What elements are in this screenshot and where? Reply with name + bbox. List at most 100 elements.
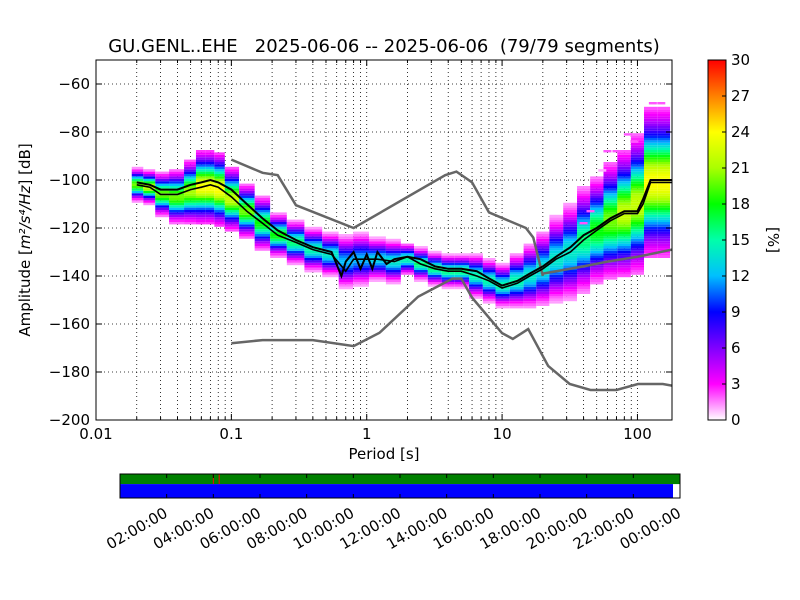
density-cell <box>338 236 354 239</box>
density-cell <box>155 190 170 194</box>
density-cell <box>441 272 455 275</box>
density-cell <box>657 195 671 198</box>
density-cell <box>169 174 185 177</box>
density-cell <box>630 164 645 167</box>
density-cell <box>603 248 618 251</box>
density-cell <box>657 140 671 143</box>
density-cell <box>536 260 550 263</box>
density-cell <box>239 205 255 208</box>
density-cell <box>549 222 564 225</box>
density-cell <box>441 284 455 287</box>
density-cell <box>195 178 206 182</box>
density-cell <box>657 229 671 232</box>
density-cell <box>143 190 156 194</box>
density-cell <box>617 229 631 232</box>
density-cell <box>644 118 658 122</box>
density-cell <box>368 236 386 239</box>
density-cell <box>630 229 645 232</box>
density-cell <box>131 195 144 198</box>
density-cell <box>270 246 287 249</box>
density-cell <box>131 176 144 179</box>
density-cell <box>131 198 144 201</box>
density-cell <box>630 222 645 225</box>
density-cell <box>590 205 604 208</box>
density-cell <box>353 250 369 254</box>
density-cell <box>385 243 401 246</box>
density-cell <box>195 207 206 210</box>
density-cell <box>400 262 415 266</box>
density-cell <box>657 188 671 191</box>
density-cell <box>563 243 578 246</box>
density-cell <box>239 198 255 201</box>
density-cell <box>224 210 240 213</box>
density-cell <box>523 243 537 246</box>
density-cell <box>368 238 386 242</box>
density-cell <box>368 267 386 270</box>
density-cell <box>400 265 415 268</box>
density-cell <box>509 291 524 294</box>
density-cell <box>353 260 369 263</box>
density-cell <box>214 202 225 206</box>
density-cell <box>368 274 386 278</box>
density-cell <box>630 241 645 244</box>
density-cell <box>239 217 255 220</box>
density-cell <box>184 214 196 218</box>
density-cell <box>214 212 225 215</box>
density-cell <box>563 229 578 232</box>
x-tick-label: 0.01 <box>79 425 112 443</box>
density-cell <box>353 279 369 282</box>
density-cell <box>353 234 369 237</box>
y-axis-label: Amplitude [m²/s⁴/Hz] [dB] <box>16 143 34 336</box>
density-cell <box>617 162 631 165</box>
density-cell <box>482 265 496 268</box>
density-cell <box>630 169 645 172</box>
density-cell <box>644 243 658 246</box>
density-cell <box>286 253 305 256</box>
density-cell <box>549 243 564 246</box>
density-cell <box>205 205 215 208</box>
density-cell <box>603 226 618 230</box>
y-tick-label: −120 <box>49 219 90 237</box>
density-cell <box>657 154 671 158</box>
density-cell <box>603 272 618 275</box>
density-cell <box>617 205 631 208</box>
density-cell <box>630 243 645 246</box>
density-cell <box>400 253 415 256</box>
density-cell <box>205 200 215 203</box>
density-cell <box>549 231 564 234</box>
density-cell <box>523 277 537 280</box>
density-cell <box>630 238 645 242</box>
density-cell <box>590 178 604 182</box>
density-cell <box>549 250 564 254</box>
density-cell <box>368 243 386 246</box>
density-cell <box>617 198 631 201</box>
density-cell <box>577 282 591 285</box>
density-cell <box>224 222 240 225</box>
density-cell <box>304 241 323 244</box>
density-cell <box>304 255 323 258</box>
density-cell <box>205 174 215 177</box>
density-cell <box>143 193 156 196</box>
density-cell <box>630 250 645 254</box>
density-cell <box>414 248 428 251</box>
density-cell <box>184 217 196 220</box>
density-cell <box>214 166 225 170</box>
density-cell <box>630 219 645 222</box>
density-cell <box>630 178 645 182</box>
density-cell <box>454 286 470 290</box>
density-cell <box>523 286 537 290</box>
density-cell <box>155 186 170 189</box>
density-cell <box>630 200 645 203</box>
density-cell <box>644 142 658 146</box>
density-cell <box>155 174 170 177</box>
density-cell <box>469 282 483 285</box>
density-cell <box>414 272 428 275</box>
density-cell <box>239 190 255 194</box>
density-cell <box>644 138 658 141</box>
density-cell <box>195 222 206 225</box>
density-cell <box>563 258 578 261</box>
density-cell <box>427 284 442 287</box>
density-cell <box>590 243 604 246</box>
density-cell <box>169 219 185 222</box>
density-cell <box>536 303 550 306</box>
